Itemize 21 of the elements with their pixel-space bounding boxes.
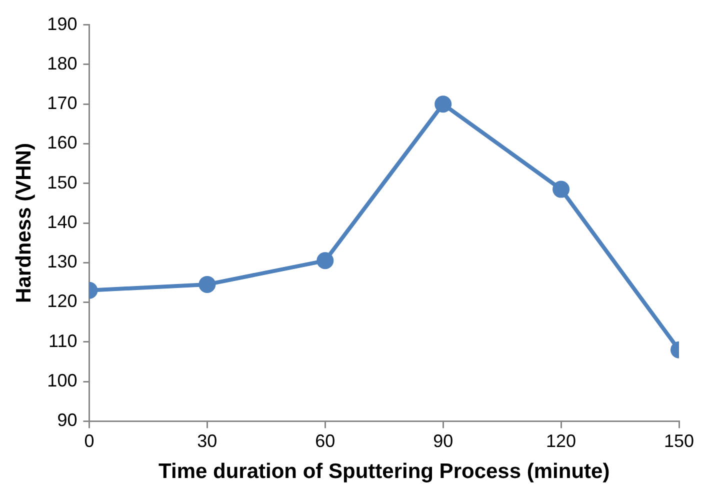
x-axis-title: Time duration of Sputtering Process (minute) — [158, 460, 610, 484]
y-tick-label: 150 — [47, 172, 78, 192]
x-tick-label: 90 — [433, 430, 454, 451]
x-tick-label: 150 — [664, 430, 694, 451]
x-tick-label: 0 — [84, 430, 94, 451]
y-tick-label: 190 — [47, 14, 78, 34]
y-axis-title: Hardness (VHN) — [12, 143, 36, 303]
y-tick-label: 110 — [48, 330, 78, 351]
y-tick-label: 120 — [47, 291, 78, 312]
y-tick-label: 130 — [47, 252, 78, 272]
point — [316, 252, 334, 270]
y-tick-label: 170 — [47, 93, 78, 114]
y-tick-label: 100 — [47, 370, 78, 391]
y-tick-label: 160 — [47, 132, 78, 153]
x-tick-label: 120 — [546, 430, 576, 451]
x-tick-label: 30 — [197, 430, 218, 451]
point — [434, 96, 452, 113]
x-tick-label: 60 — [315, 430, 336, 451]
y-tick-label: 140 — [47, 212, 78, 232]
y-tick-label: 90 — [57, 410, 78, 430]
y-tick-label: 180 — [47, 53, 78, 74]
